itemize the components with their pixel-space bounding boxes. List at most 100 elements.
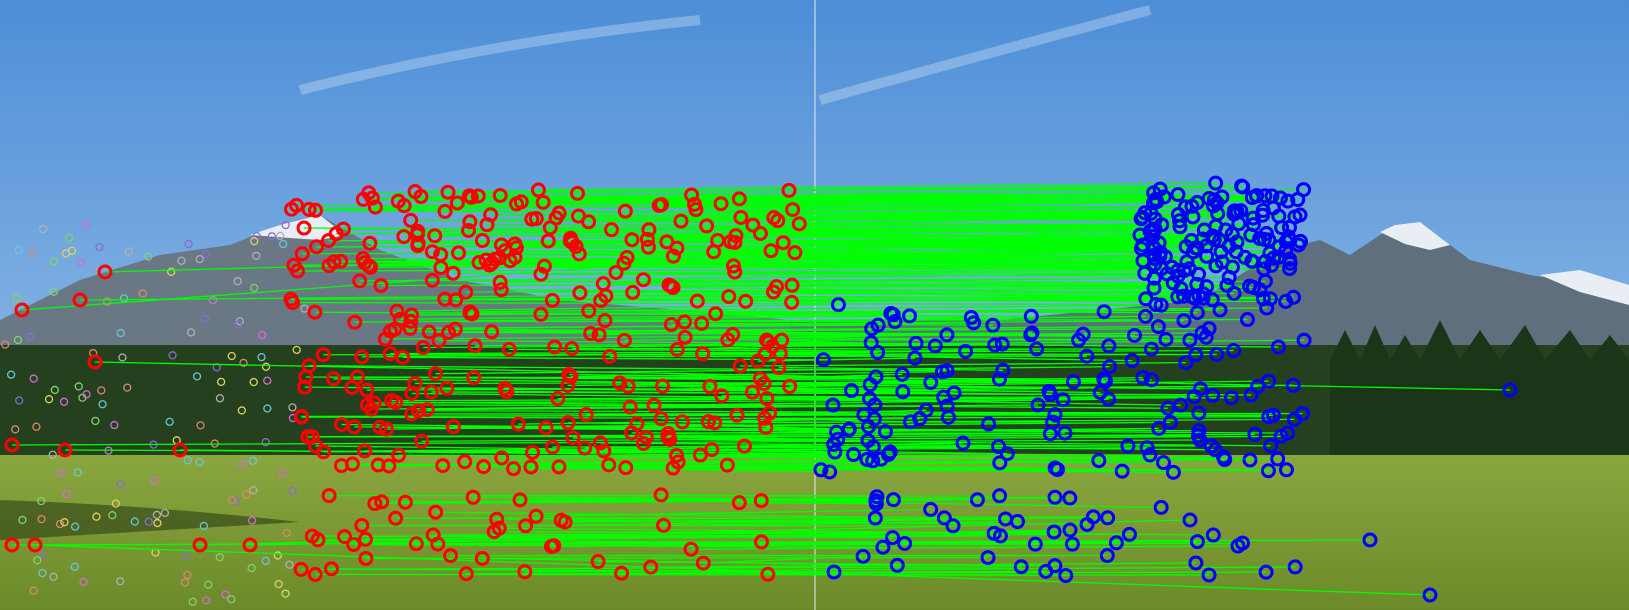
left-keypoint-icon: [474, 233, 490, 249]
left-keypoint-icon: [620, 378, 636, 394]
left-keypoint-icon: [766, 210, 782, 226]
unmatched-keypoint-icon: [50, 385, 59, 395]
unmatched-keypoint-icon: [144, 517, 153, 526]
match-line: [440, 264, 1272, 269]
unmatched-keypoint-icon: [160, 508, 170, 518]
unmatched-keypoint-icon: [73, 468, 82, 477]
right-keypoint-icon: [987, 337, 1003, 353]
left-keypoint-icon: [731, 495, 747, 511]
left-keypoint-icon: [421, 324, 437, 340]
match-line: [331, 568, 835, 573]
unmatched-keypoint-icon: [25, 332, 35, 342]
right-keypoint-icon: [1228, 244, 1244, 260]
unmatched-keypoint-icon: [199, 521, 209, 531]
left-keypoint-icon: [688, 202, 704, 218]
left-keypoint-icon: [357, 255, 373, 271]
right-keypoint-icon: [869, 489, 885, 505]
left-keypoint-icon: [622, 399, 638, 415]
left-keypoint-icon: [423, 384, 439, 400]
unmatched-keypoint-icon: [29, 374, 38, 383]
unmatched-keypoint-icon: [215, 394, 225, 403]
match-line: [296, 204, 1264, 212]
unmatched-keypoint-icon: [118, 353, 127, 362]
right-keypoint-icon: [1124, 353, 1140, 369]
right-keypoint-icon: [877, 424, 893, 440]
right-keypoint-icon: [1295, 406, 1311, 422]
match-line: [491, 327, 1210, 333]
right-keypoint-icon: [1030, 397, 1046, 413]
left-keypoint-icon: [719, 457, 735, 473]
right-keypoint-icon: [1282, 251, 1298, 267]
unmatched-keypoint-icon: [38, 568, 47, 578]
left-keypoint-icon: [542, 220, 558, 236]
right-keypoint-icon: [1062, 522, 1078, 538]
left-keypoint-icon: [683, 541, 699, 557]
match-line: [314, 311, 1032, 317]
right-keypoint-icon: [1208, 258, 1224, 274]
match-line: [577, 192, 1257, 197]
match-line: [536, 212, 1151, 220]
unmatched-keypoint-icon: [288, 486, 297, 496]
right-keypoint-icon: [1259, 300, 1275, 316]
left-keypoint-icon: [759, 391, 775, 407]
right-keypoint-icon: [1158, 331, 1174, 347]
left-keypoint-icon: [578, 407, 594, 423]
match-line: [667, 436, 838, 440]
match-line: [432, 279, 1250, 287]
left-keypoint-icon: [612, 375, 628, 391]
unmatched-keypoint-icon: [32, 422, 41, 431]
unmatched-keypoint-icon: [70, 562, 80, 571]
unmatched-keypoint-icon: [15, 396, 24, 405]
left-keypoint-icon: [544, 292, 560, 308]
left-keypoint-icon: [450, 245, 466, 261]
left-keypoint-icon: [289, 263, 305, 279]
left-keypoint-icon: [651, 197, 667, 213]
match-line: [249, 529, 1071, 546]
right-keypoints: [813, 175, 1518, 603]
left-keypoint-icon: [506, 461, 522, 477]
match-line: [470, 304, 1162, 313]
match-line: [79, 289, 1261, 301]
left-keypoint-icon: [441, 324, 457, 340]
left-keypoint-icon: [535, 194, 551, 210]
left-keypoint-icon: [359, 382, 375, 398]
left-keypoint-icon: [497, 380, 513, 396]
left-keypoint-icon: [366, 395, 382, 411]
match-line: [385, 332, 1203, 340]
left-keypoint-icon: [732, 358, 748, 374]
right-keypoint-icon: [1285, 377, 1301, 393]
left-keypoint-icon: [643, 559, 659, 575]
right-keypoint-icon: [1252, 282, 1268, 298]
left-keypoint-icon: [242, 537, 258, 553]
left-keypoint-icon: [545, 439, 561, 455]
left-keypoint-icon: [706, 244, 722, 260]
unmatched-keypoint-icon: [184, 239, 193, 249]
right-keypoint-icon: [1148, 191, 1164, 207]
left-keypoint-icon: [689, 293, 705, 309]
left-keypoint-icon: [308, 202, 324, 218]
left-keypoint-icon: [692, 447, 708, 463]
left-keypoint-icon: [713, 196, 729, 212]
left-keypoint-icon: [435, 458, 451, 474]
unmatched-keypoint-icon: [274, 579, 283, 589]
left-keypoint-icon: [646, 397, 662, 413]
left-keypoint-icon: [704, 442, 720, 458]
right-keypoint-icon: [889, 557, 905, 573]
unmatched-keypoint-icon: [6, 370, 16, 379]
right-keypoint-icon: [1101, 338, 1117, 354]
right-keypoint-icon: [1101, 391, 1117, 407]
left-keypoint-icon: [458, 566, 474, 582]
left-keypoint-icon: [727, 264, 743, 280]
left-keypoint-icon: [424, 272, 440, 288]
left-keypoint-icon: [669, 240, 685, 256]
right-keypoint-icon: [846, 447, 862, 463]
match-line: [673, 255, 1290, 260]
left-keypoint-icon: [347, 314, 363, 330]
left-keypoint-icon: [494, 450, 510, 466]
right-keypoint-icon: [1182, 512, 1198, 528]
left-keypoint-icon: [702, 378, 718, 394]
right-keypoint-icon: [855, 548, 871, 564]
left-keypoint-icon: [728, 228, 744, 244]
right-keypoint-icon: [1102, 359, 1118, 375]
unmatched-keypoint-icon: [18, 515, 27, 525]
